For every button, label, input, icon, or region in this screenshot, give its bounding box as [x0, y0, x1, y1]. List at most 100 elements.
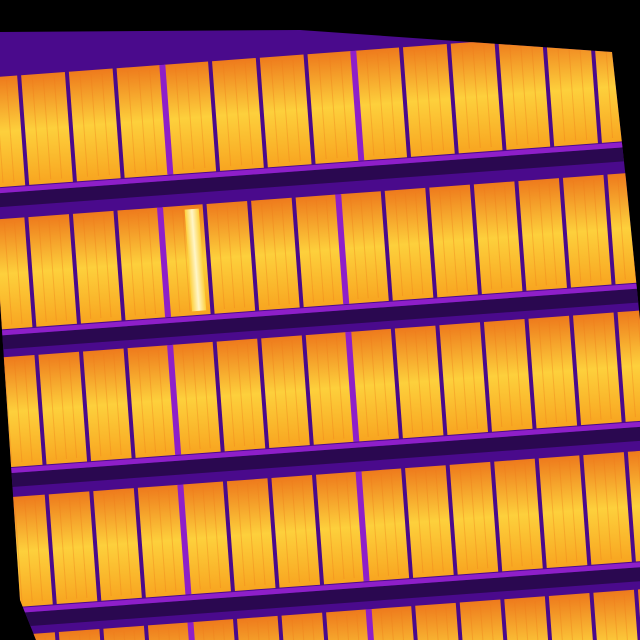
solar-panel — [28, 214, 77, 327]
panel-cell-line — [68, 496, 78, 599]
panel-cell-line — [593, 317, 602, 420]
panel-cell-line — [524, 463, 533, 566]
panel-cell-line — [185, 67, 195, 169]
panel-cell-line — [449, 328, 458, 431]
solar-panel — [117, 207, 167, 321]
panel-cell-line — [425, 609, 434, 640]
panel-cell-line — [461, 46, 470, 149]
panel-cell-line — [202, 486, 211, 589]
row-gap-shadow — [10, 564, 640, 628]
panel-cell-line — [147, 491, 157, 593]
solar-panel — [415, 602, 464, 640]
solar-panel — [538, 455, 588, 569]
panel-cell-line — [53, 76, 63, 179]
panel-cell-line — [281, 202, 290, 305]
panel-cell-line — [58, 218, 68, 321]
panel-cell-line — [79, 74, 89, 177]
solar-panel — [305, 332, 355, 445]
hotspot — [184, 208, 207, 312]
panel-cell-line — [5, 80, 15, 183]
panel-cell-line — [291, 618, 300, 640]
panel-cell-line — [38, 220, 47, 323]
row-gap-shadow — [0, 287, 640, 351]
panel-cell-line — [82, 217, 92, 319]
panel-cell-line — [493, 325, 503, 428]
panel-cell-line — [257, 482, 266, 585]
panel-row — [0, 30, 640, 209]
solar-panel — [93, 488, 142, 601]
panel-cell-line — [196, 66, 206, 169]
solar-panel — [164, 61, 217, 175]
solar-panel — [439, 322, 488, 435]
panel-cell-line — [257, 621, 266, 640]
panel-cell-line — [301, 618, 311, 640]
panel-cell-line — [281, 60, 290, 162]
panel-cell-line — [292, 59, 301, 162]
panel-cell-line — [48, 219, 57, 322]
panel-cell-line — [346, 614, 355, 640]
panel-cell-line — [413, 50, 423, 153]
panel-cell-line — [472, 46, 481, 148]
panel-cell-line — [246, 622, 256, 640]
section-divider — [355, 471, 370, 582]
panel-cell-line — [14, 500, 23, 603]
panel-cell-line — [24, 500, 33, 602]
panel-cell-line — [346, 476, 355, 579]
panel-cell-line — [340, 55, 349, 158]
solar-panel — [562, 174, 612, 288]
solar-panel — [137, 484, 187, 598]
panel-cell-line — [548, 182, 558, 285]
solar-panel — [504, 596, 553, 640]
panel-cell-line — [370, 334, 379, 437]
panel-cell-line — [3, 222, 13, 325]
panel-cell-line — [380, 473, 390, 576]
panel-cell-line — [469, 326, 479, 429]
panel-cell-line — [380, 612, 390, 640]
panel-cell-line — [627, 315, 636, 418]
section-divider — [345, 331, 360, 442]
panel-cell-line — [520, 42, 529, 145]
panel-cell-line — [404, 331, 414, 434]
row-gap-shadow — [0, 145, 640, 209]
panel-row — [0, 171, 640, 351]
section-divider — [159, 64, 174, 175]
panel-cell-line — [315, 338, 325, 441]
panel-cell-line — [175, 67, 184, 170]
solar-panel — [473, 181, 523, 295]
panel-cell-line — [603, 595, 612, 640]
section-divider — [167, 344, 182, 455]
panel-row — [14, 586, 640, 640]
panel-cell-line — [281, 340, 290, 443]
solar-panel — [528, 315, 578, 429]
panel-cell-line — [270, 60, 279, 163]
section-divider — [156, 207, 172, 318]
panel-cell-line — [92, 354, 102, 457]
panel-cell-line — [192, 487, 201, 590]
panel-cell-line — [244, 62, 254, 165]
panel-cell-line — [483, 45, 492, 148]
panel-cell-line — [479, 604, 489, 640]
panel-cell-line — [350, 197, 359, 300]
solar-panel — [48, 491, 98, 605]
panel-cell-line — [271, 341, 280, 444]
panel-cell-line — [137, 351, 146, 454]
panel-cell-line — [325, 337, 335, 440]
panel-cell-line — [445, 607, 454, 640]
solar-panel — [583, 452, 632, 565]
panel-cell-line — [58, 357, 67, 459]
panel-cell-line — [261, 203, 270, 306]
solar-panel — [206, 201, 256, 314]
panel-cell-line — [568, 598, 578, 640]
panel-cell-line — [509, 43, 518, 146]
panel-cell-line — [394, 194, 404, 296]
panel-cell-line — [556, 39, 566, 142]
solar-panel — [251, 197, 300, 311]
panel-cell-line — [226, 344, 236, 447]
panel-cell-line — [459, 189, 468, 292]
panel-cell-line — [182, 209, 191, 312]
panel-cell-line — [236, 484, 246, 587]
panel-cell-line — [435, 48, 445, 151]
panel-cell-line — [138, 70, 147, 173]
panel-cell-line — [236, 205, 246, 308]
